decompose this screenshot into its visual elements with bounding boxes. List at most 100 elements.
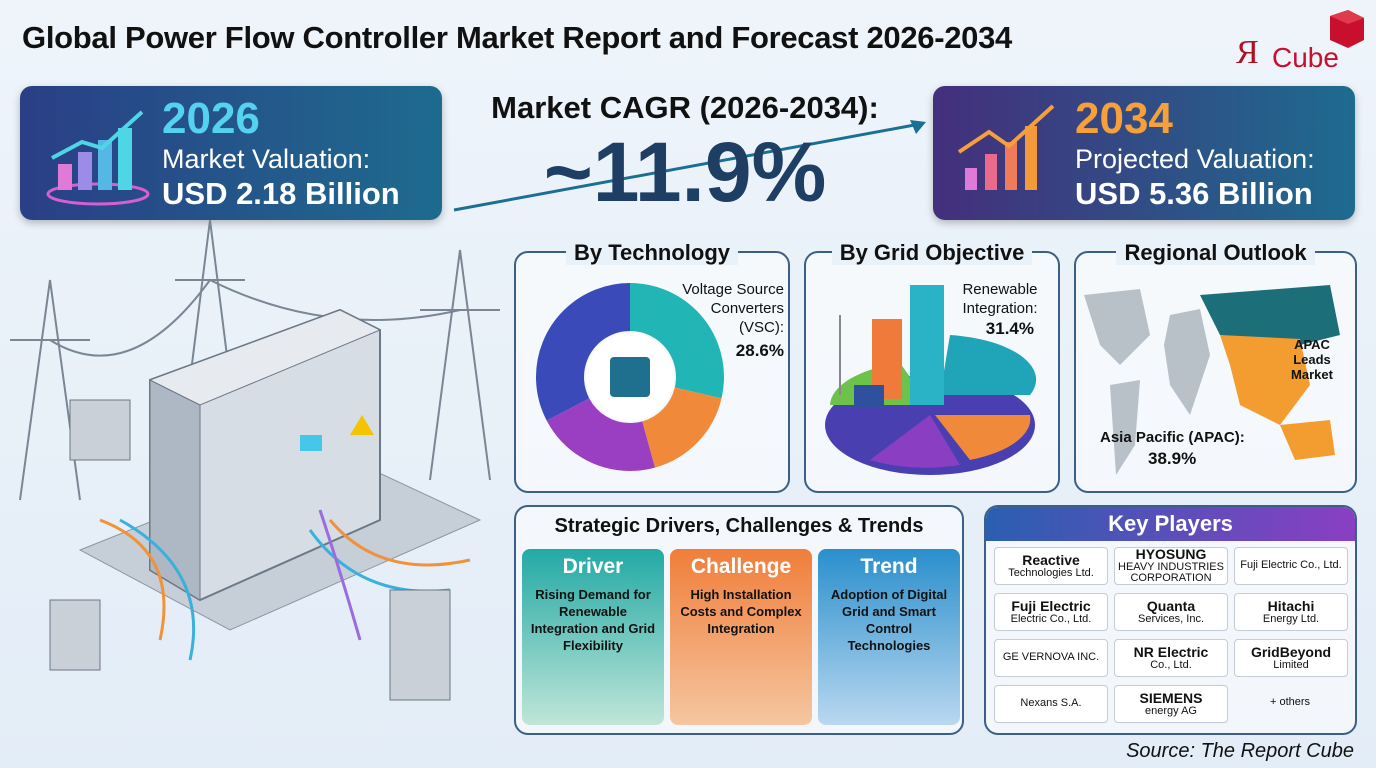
control-box: [389, 589, 451, 701]
logo-cube: [1330, 10, 1364, 48]
regional-callout: APAC Leads Market: [1291, 337, 1333, 382]
player-name: GridBeyond: [1250, 643, 1332, 660]
start-label: Market Valuation:: [162, 144, 371, 174]
donut-segment: [536, 283, 724, 471]
technology-panel: By Technology Voltage Source Converters …: [514, 240, 790, 493]
transformer: [49, 599, 101, 671]
transformer: [69, 399, 131, 461]
player-logo: Fuji Electric Electric Co., Ltd.: [994, 593, 1108, 631]
technology-donut: [536, 283, 724, 471]
player-name: Fuji Electric: [1011, 597, 1091, 614]
player-logo: SIEMENS energy AG: [1114, 685, 1228, 723]
player-name: Hitachi: [1267, 597, 1315, 614]
icon-arrow: [957, 104, 1055, 154]
end-label: Projected Valuation:: [1075, 144, 1315, 174]
regional-panel: Regional Outlook: [1076, 240, 1355, 266]
technology-label: Voltage Source Converters (VSC):: [682, 281, 784, 336]
player-name: HEAVY INDUSTRIES CORPORATION: [1118, 560, 1224, 585]
technology-donut: [536, 283, 724, 471]
player-logo: HYOSUNG HEAVY INDUSTRIES CORPORATION: [1114, 547, 1228, 585]
regional-label: Asia Pacific (APAC):: [1100, 429, 1245, 446]
icon-bar: [1025, 126, 1037, 190]
player-name: HYOSUNG: [1135, 546, 1207, 563]
player-logo: Fuji Electric Co., Ltd.: [1234, 547, 1348, 585]
start-card: 2026 Market Valuation: USD 2.18 Billion: [20, 86, 442, 220]
driver-card: Trend Adoption of Digital Grid and Smart …: [818, 549, 960, 725]
player-name: Nexans S.A.: [1020, 697, 1082, 710]
panel-title: By Technology: [565, 240, 739, 265]
end-year: 2034: [1075, 94, 1173, 143]
flow-arrow: [328, 519, 471, 567]
start-year: 2026: [162, 94, 260, 143]
land: [1084, 289, 1150, 365]
regional-panel: Regional Outlook APAC Leads Market Asia …: [1074, 240, 1357, 493]
icon-bar: [58, 164, 72, 190]
player-name: energy AG: [1145, 704, 1197, 717]
flow-arrow: [119, 518, 196, 661]
card-heading: Challenge: [690, 555, 792, 578]
player-logo: + others: [1234, 685, 1346, 721]
chip-icon: [610, 357, 650, 397]
grid-objective-label: Renewable Integration:: [962, 281, 1038, 317]
land: [1164, 309, 1210, 415]
solar-panel: [854, 385, 884, 407]
player-name: Fuji Electric Co., Ltd.: [1240, 559, 1342, 572]
player-name: Technologies Ltd.: [1008, 566, 1094, 579]
arrow-line: [453, 122, 921, 212]
source: Source: The Report Cube: [1126, 740, 1354, 762]
cube-top: [1330, 10, 1364, 24]
player-logo: Hitachi Energy Ltd.: [1234, 593, 1348, 631]
grid-objective-value: 31.4%: [985, 319, 1034, 338]
land: [1200, 285, 1340, 345]
player-logo: GE VERNOVA INC.: [994, 639, 1108, 677]
player-name: + others: [1269, 696, 1311, 709]
arrow-head: [910, 120, 926, 134]
start-value: USD 2.18 Billion: [162, 176, 400, 211]
equipment-illustration: [10, 220, 500, 701]
player-name: Co., Ltd.: [1150, 658, 1192, 671]
bar-3d: [910, 285, 944, 405]
icon-bar: [118, 128, 132, 190]
cabinet-top: [148, 309, 382, 406]
regional-value: 38.9%: [1148, 449, 1197, 468]
cabinet-screen: [300, 435, 322, 451]
power-line: [49, 278, 461, 357]
icon-bar: [985, 154, 997, 190]
player-name: Limited: [1273, 658, 1309, 671]
card-text: High Installation Costs and Complex Inte…: [680, 587, 802, 636]
apac-region: [1220, 335, 1310, 425]
apac-region: [1280, 420, 1335, 460]
panel-title: Regional Outlook: [1116, 240, 1315, 265]
panel-title: Strategic Drivers, Challenges & Trends: [554, 515, 924, 537]
warning-sign: [350, 415, 374, 435]
player-name: Services, Inc.: [1137, 612, 1205, 625]
flow-arrow: [99, 518, 166, 641]
card-heading: Driver: [562, 555, 624, 578]
panel-title: Key Players: [986, 507, 1355, 541]
growth-icon: [957, 104, 1055, 190]
donut-segment: [536, 283, 724, 471]
towers: [10, 220, 500, 501]
player-logo: NR Electric Co., Ltd.: [1114, 639, 1228, 677]
drivers-panel: Strategic Drivers, Challenges & Trends D…: [514, 505, 964, 735]
end-card: 2034 Projected Valuation: USD 5.36 Billi…: [933, 86, 1355, 220]
tower: [429, 249, 491, 481]
logo-mark: Я: [1236, 34, 1259, 71]
cagr-value: ~11.9%: [543, 125, 827, 219]
driver-card: Driver Rising Demand for Renewable Integr…: [522, 549, 664, 725]
card-heading: Trend: [860, 555, 918, 578]
grid-objective-chart: [825, 285, 1037, 475]
logo-name: Cube: [1272, 42, 1339, 73]
grid-objective-panel: By Grid Objective Renewable Integration:…: [804, 240, 1060, 493]
player-name: SIEMENS: [1139, 689, 1203, 706]
world-map: [1084, 285, 1340, 475]
player-name: NR Electric: [1133, 643, 1209, 660]
pie-slice: [935, 415, 1031, 460]
panel-title: By Grid Objective: [831, 240, 1033, 265]
pie-slice: [940, 335, 1037, 395]
flow-arrow: [318, 509, 362, 641]
player-name: GE VERNOVA INC.: [1002, 651, 1100, 664]
player-logo: Quanta Services, Inc.: [1114, 593, 1228, 631]
player-logo: GridBeyond Limited: [1234, 639, 1348, 677]
